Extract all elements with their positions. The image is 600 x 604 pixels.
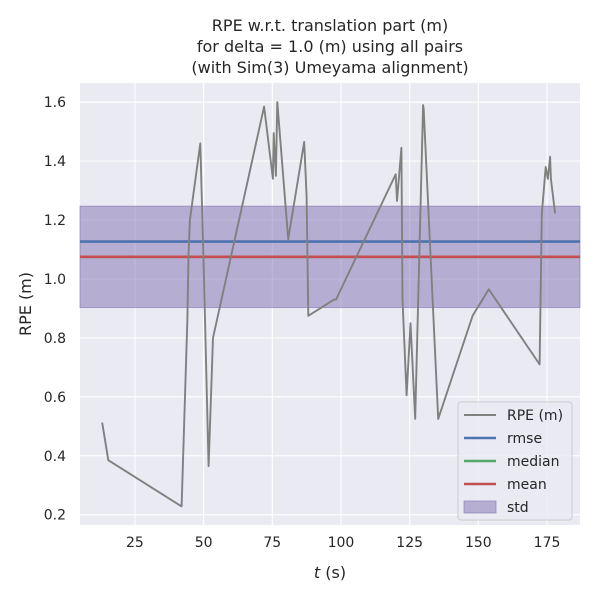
chart-title: RPE w.r.t. translation part (m) for delt… xyxy=(191,16,468,77)
legend-label: std xyxy=(507,500,529,516)
x-axis: 25 50 75 100 125 150 175 xyxy=(126,535,560,551)
legend: RPE (m) rmse median mean std xyxy=(457,401,573,521)
legend-frame xyxy=(457,401,573,521)
legend-label: mean xyxy=(507,477,547,493)
legend-item: median xyxy=(464,454,559,470)
y-tick-label: 0.4 xyxy=(44,449,66,465)
x-axis-label: t (s) xyxy=(314,563,346,582)
y-tick-label: 1.2 xyxy=(44,213,66,229)
legend-items: RPE (m) rmse median mean std xyxy=(463,408,563,516)
x-tick-label: 25 xyxy=(126,535,144,551)
stat-lines xyxy=(80,240,580,259)
x-tick-label: 50 xyxy=(195,535,213,551)
x-axis-label-unit: (s) xyxy=(320,563,346,582)
y-tick-label: 1.0 xyxy=(44,272,66,288)
title-line-3: (with Sim(3) Umeyama alignment) xyxy=(191,58,468,77)
title-line-2: for delta = 1.0 (m) using all pairs xyxy=(197,37,463,56)
legend-swatch xyxy=(463,500,497,514)
title-line-1: RPE w.r.t. translation part (m) xyxy=(212,16,448,35)
x-tick-label: 125 xyxy=(396,535,423,551)
x-tick-label: 150 xyxy=(465,535,492,551)
legend-label: median xyxy=(507,454,559,470)
x-axis-label-var: t xyxy=(314,563,321,582)
x-tick-label: 75 xyxy=(263,535,281,551)
y-tick-label: 0.8 xyxy=(44,331,66,347)
y-tick-label: 1.4 xyxy=(44,154,66,170)
legend-item: std xyxy=(463,500,529,516)
legend-label: RPE (m) xyxy=(507,408,563,424)
series-layer xyxy=(101,101,556,508)
y-axis-label: RPE (m) xyxy=(16,272,35,336)
legend-label: rmse xyxy=(507,431,542,447)
legend-item: RPE (m) xyxy=(464,408,563,424)
y-tick-label: 1.6 xyxy=(44,95,66,111)
x-tick-label: 100 xyxy=(328,535,355,551)
y-tick-label: 0.2 xyxy=(44,508,66,524)
series-line-0 xyxy=(101,101,556,508)
y-tick-label: 0.6 xyxy=(44,390,66,406)
legend-item: mean xyxy=(464,477,547,493)
y-axis: 0.2 0.4 0.6 0.8 1.0 1.2 1.4 1.6 xyxy=(44,95,66,524)
x-tick-label: 175 xyxy=(534,535,561,551)
legend-item: rmse xyxy=(464,431,542,447)
